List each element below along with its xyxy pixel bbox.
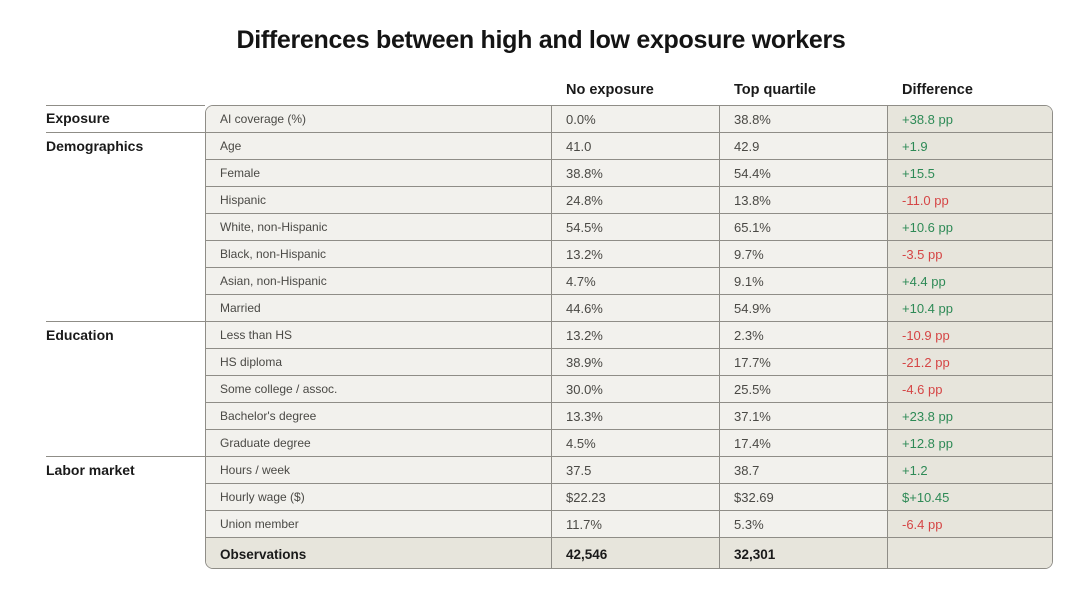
- cell-difference: +1.9: [887, 133, 1052, 159]
- header-difference: Difference: [902, 82, 973, 98]
- cell-difference: +10.4 pp: [887, 295, 1052, 321]
- section-education: Education: [46, 327, 114, 343]
- cell-difference: -3.5 pp: [887, 241, 1052, 267]
- cell-no-exposure: 30.0%: [551, 376, 719, 402]
- cell-difference: +4.4 pp: [887, 268, 1052, 294]
- row-label: AI coverage (%): [220, 112, 307, 126]
- cell-top-quartile: 9.1%: [719, 268, 887, 294]
- row-label: Bachelor's degree: [220, 409, 317, 423]
- cell-top-quartile: 5.3%: [719, 511, 887, 537]
- cell-top-quartile: 32,301: [719, 538, 887, 568]
- cell-no-exposure: 4.7%: [551, 268, 719, 294]
- table-row: Graduate degree 4.5% 17.4% +12.8 pp: [206, 430, 1052, 457]
- table-row: Hispanic 24.8% 13.8% -11.0 pp: [206, 187, 1052, 214]
- section-demographics: Demographics: [46, 138, 144, 154]
- cell-no-exposure: 13.3%: [551, 403, 719, 429]
- cell-difference: -11.0 pp: [887, 187, 1052, 213]
- cell-difference: -4.6 pp: [887, 376, 1052, 402]
- table-row: Married 44.6% 54.9% +10.4 pp: [206, 295, 1052, 322]
- cell-difference: +1.2: [887, 457, 1052, 483]
- cell-top-quartile: 38.8%: [719, 106, 887, 132]
- table-row: AI coverage (%) 0.0% 38.8% +38.8 pp: [206, 106, 1052, 133]
- cell-no-exposure: 38.9%: [551, 349, 719, 375]
- page-title: Differences between high and low exposur…: [236, 26, 846, 54]
- header-no-exposure: No exposure: [566, 82, 654, 98]
- table-row: Asian, non-Hispanic 4.7% 9.1% +4.4 pp: [206, 268, 1052, 295]
- cell-top-quartile: 54.4%: [719, 160, 887, 186]
- cell-no-exposure: $22.23: [551, 484, 719, 510]
- section-divider: [46, 132, 205, 133]
- section-divider: [46, 105, 205, 106]
- cell-top-quartile: 54.9%: [719, 295, 887, 321]
- cell-difference: +12.8 pp: [887, 430, 1052, 456]
- table-row: Bachelor's degree 13.3% 37.1% +23.8 pp: [206, 403, 1052, 430]
- cell-difference: [887, 538, 1052, 568]
- row-label: Married: [220, 301, 261, 315]
- observations-row: Observations 42,546 32,301: [206, 538, 1052, 568]
- row-label: Some college / assoc.: [220, 382, 338, 396]
- section-labor-market: Labor market: [46, 462, 135, 478]
- cell-no-exposure: 42,546: [551, 538, 719, 568]
- cell-no-exposure: 13.2%: [551, 322, 719, 348]
- cell-no-exposure: 11.7%: [551, 511, 719, 537]
- cell-difference: $+10.45: [887, 484, 1052, 510]
- cell-difference: -21.2 pp: [887, 349, 1052, 375]
- cell-top-quartile: $32.69: [719, 484, 887, 510]
- row-label: Observations: [220, 546, 307, 562]
- cell-top-quartile: 37.1%: [719, 403, 887, 429]
- cell-top-quartile: 42.9: [719, 133, 887, 159]
- data-table: AI coverage (%) 0.0% 38.8% +38.8 pp Age …: [205, 105, 1053, 569]
- cell-no-exposure: 24.8%: [551, 187, 719, 213]
- section-exposure: Exposure: [46, 110, 110, 126]
- table-row: Female 38.8% 54.4% +15.5: [206, 160, 1052, 187]
- table-row: White, non-Hispanic 54.5% 65.1% +10.6 pp: [206, 214, 1052, 241]
- table-row: Some college / assoc. 30.0% 25.5% -4.6 p…: [206, 376, 1052, 403]
- row-label: Age: [220, 139, 242, 153]
- cell-top-quartile: 65.1%: [719, 214, 887, 240]
- cell-top-quartile: 2.3%: [719, 322, 887, 348]
- cell-top-quartile: 13.8%: [719, 187, 887, 213]
- cell-difference: +10.6 pp: [887, 214, 1052, 240]
- row-label: Hours / week: [220, 463, 291, 477]
- row-label: Hourly wage ($): [220, 490, 305, 504]
- cell-difference: +15.5: [887, 160, 1052, 186]
- cell-difference: +23.8 pp: [887, 403, 1052, 429]
- cell-top-quartile: 38.7: [719, 457, 887, 483]
- cell-no-exposure: 4.5%: [551, 430, 719, 456]
- cell-no-exposure: 0.0%: [551, 106, 719, 132]
- table-row: Hourly wage ($) $22.23 $32.69 $+10.45: [206, 484, 1052, 511]
- cell-top-quartile: 25.5%: [719, 376, 887, 402]
- row-label: Female: [220, 166, 261, 180]
- table-row: Union member 11.7% 5.3% -6.4 pp: [206, 511, 1052, 538]
- cell-difference: -10.9 pp: [887, 322, 1052, 348]
- cell-no-exposure: 44.6%: [551, 295, 719, 321]
- row-label: Asian, non-Hispanic: [220, 274, 327, 288]
- table-row: Less than HS 13.2% 2.3% -10.9 pp: [206, 322, 1052, 349]
- cell-top-quartile: 17.4%: [719, 430, 887, 456]
- cell-top-quartile: 17.7%: [719, 349, 887, 375]
- section-divider: [46, 321, 205, 322]
- row-label: HS diploma: [220, 355, 283, 369]
- table-row: Age 41.0 42.9 +1.9: [206, 133, 1052, 160]
- row-label: Less than HS: [220, 328, 293, 342]
- cell-difference: +38.8 pp: [887, 106, 1052, 132]
- row-label: Union member: [220, 517, 299, 531]
- cell-no-exposure: 13.2%: [551, 241, 719, 267]
- row-label: Black, non-Hispanic: [220, 247, 327, 261]
- row-label: Graduate degree: [220, 436, 311, 450]
- cell-top-quartile: 9.7%: [719, 241, 887, 267]
- table-row: Black, non-Hispanic 13.2% 9.7% -3.5 pp: [206, 241, 1052, 268]
- row-label: White, non-Hispanic: [220, 220, 328, 234]
- cell-no-exposure: 41.0: [551, 133, 719, 159]
- table-row: Hours / week 37.5 38.7 +1.2: [206, 457, 1052, 484]
- cell-no-exposure: 37.5: [551, 457, 719, 483]
- row-label: Hispanic: [220, 193, 267, 207]
- section-divider: [46, 456, 205, 457]
- cell-no-exposure: 54.5%: [551, 214, 719, 240]
- header-top-quartile: Top quartile: [734, 82, 816, 98]
- table-row: HS diploma 38.9% 17.7% -21.2 pp: [206, 349, 1052, 376]
- cell-no-exposure: 38.8%: [551, 160, 719, 186]
- cell-difference: -6.4 pp: [887, 511, 1052, 537]
